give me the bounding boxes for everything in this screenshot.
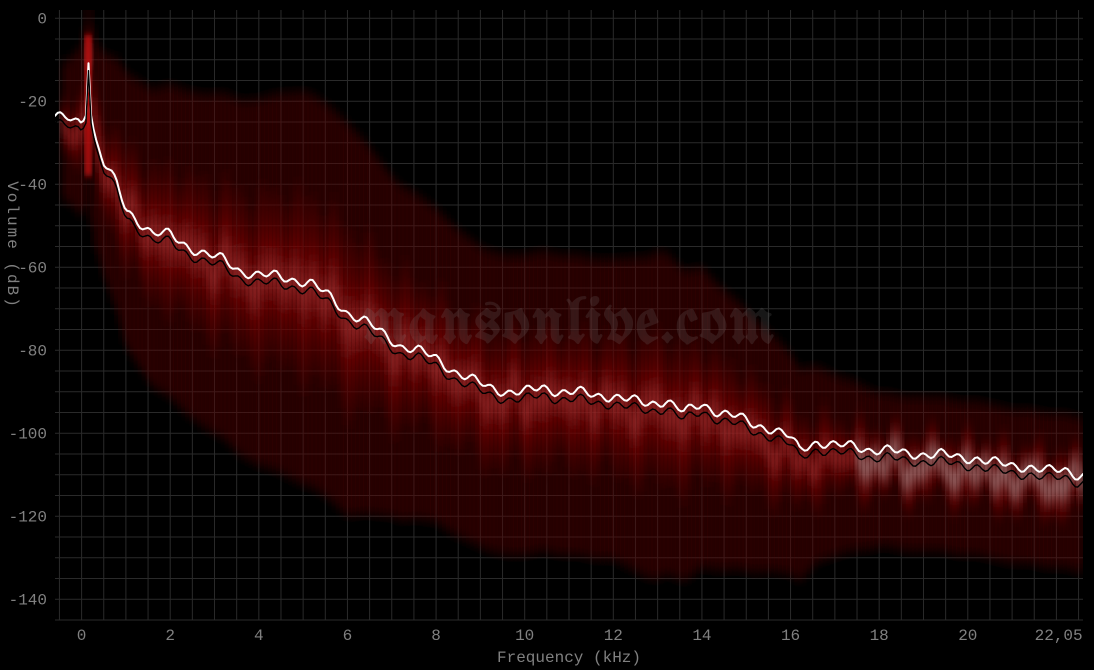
x-tick-label: 2 xyxy=(165,627,175,645)
x-tick-label: 10 xyxy=(515,627,534,645)
x-tick-label: 22,05 xyxy=(1035,627,1083,645)
y-axis-label: Volume (dB) xyxy=(3,181,21,309)
y-tick-label: -40 xyxy=(18,176,47,194)
chart-svg: mansonlive.com0-20-40-60-80-100-120-1400… xyxy=(0,0,1094,670)
x-tick-label: 12 xyxy=(604,627,623,645)
x-tick-label: 18 xyxy=(870,627,889,645)
y-tick-label: -60 xyxy=(18,259,47,277)
x-tick-label: 6 xyxy=(343,627,353,645)
x-tick-label: 0 xyxy=(77,627,87,645)
x-tick-label: 20 xyxy=(958,627,977,645)
x-tick-label: 8 xyxy=(431,627,441,645)
y-tick-label: -120 xyxy=(9,508,47,526)
y-tick-label: -100 xyxy=(9,425,47,443)
y-tick-label: -140 xyxy=(9,591,47,609)
y-tick-label: -20 xyxy=(18,93,47,111)
x-tick-label: 14 xyxy=(692,627,711,645)
x-tick-label: 4 xyxy=(254,627,264,645)
x-axis-label: Frequency (kHz) xyxy=(497,649,641,667)
x-tick-label: 16 xyxy=(781,627,800,645)
y-tick-label: -80 xyxy=(18,342,47,360)
y-tick-label: 0 xyxy=(37,10,47,28)
spectrum-chart: mansonlive.com0-20-40-60-80-100-120-1400… xyxy=(0,0,1094,670)
